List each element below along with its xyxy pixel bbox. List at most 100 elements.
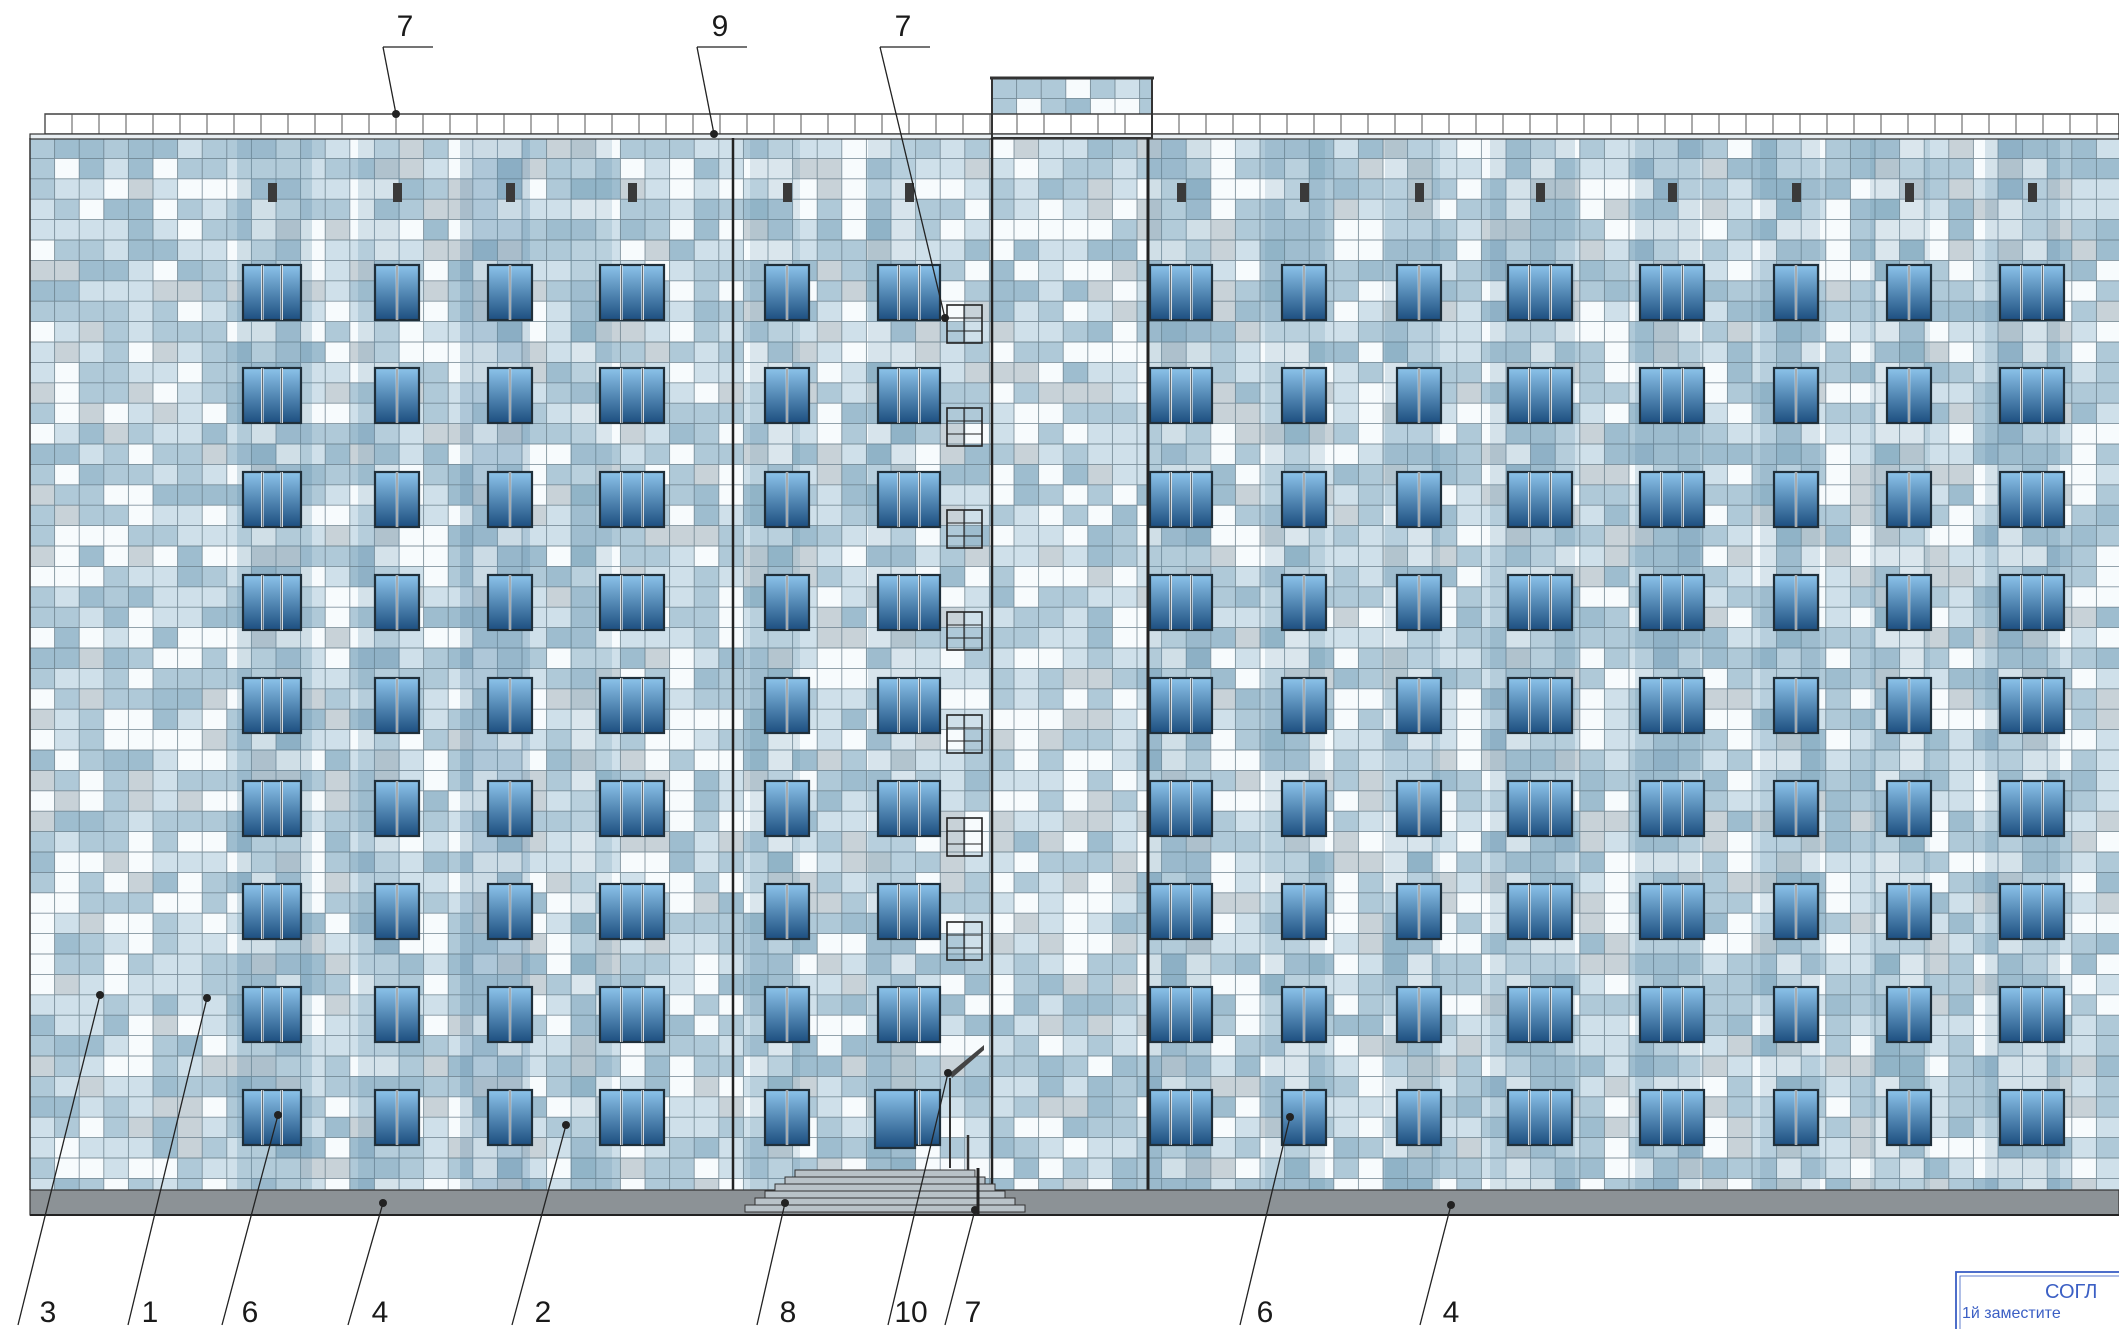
callout-number: 6 (242, 1296, 259, 1329)
callout-ladder-top: 7 (879, 10, 946, 319)
window (486, 470, 534, 529)
window (598, 985, 666, 1044)
callout-canopy: 10 (887, 1072, 949, 1329)
window (876, 985, 942, 1044)
window (598, 470, 666, 529)
callout-roof-edge: 9 (696, 10, 747, 135)
window (1885, 779, 1933, 838)
window (1998, 366, 2066, 425)
callout-number: 2 (535, 1296, 552, 1329)
window (1638, 1088, 1706, 1147)
window (876, 779, 942, 838)
building-structure (29, 76, 2119, 1216)
window (876, 676, 942, 735)
window (1998, 985, 2066, 1044)
vent (268, 183, 277, 202)
window (1638, 573, 1706, 632)
window (1280, 882, 1328, 941)
window (373, 573, 421, 632)
window (241, 263, 303, 322)
window (598, 263, 666, 322)
callout-number: 7 (397, 10, 414, 43)
window (1148, 676, 1214, 735)
window (763, 882, 811, 941)
window (241, 985, 303, 1044)
ladder-rail (946, 817, 983, 857)
window (1885, 470, 1933, 529)
window (1395, 366, 1443, 425)
window (763, 779, 811, 838)
window (486, 676, 534, 735)
callout-number: 7 (895, 10, 912, 43)
facade-details (96, 110, 1455, 1215)
window (1638, 366, 1706, 425)
vent (1536, 183, 1545, 202)
window (1998, 263, 2066, 322)
vent (1300, 183, 1309, 202)
callout-number: 8 (780, 1296, 797, 1329)
window (598, 676, 666, 735)
ladder-rail (946, 407, 983, 447)
window (1998, 779, 2066, 838)
window (1395, 573, 1443, 632)
window (486, 882, 534, 941)
window (1638, 263, 1706, 322)
window (1638, 676, 1706, 735)
window (486, 985, 534, 1044)
window (1280, 779, 1328, 838)
ladder-rail (946, 714, 983, 754)
window (1506, 470, 1574, 529)
callout-number: 9 (712, 10, 729, 43)
window (373, 985, 421, 1044)
window (1280, 366, 1328, 425)
ladder-rail (946, 304, 983, 344)
window (1506, 779, 1574, 838)
window (1280, 470, 1328, 529)
callout-tile-white: 1 (127, 997, 208, 1329)
window (373, 470, 421, 529)
window (598, 366, 666, 425)
window (1395, 676, 1443, 735)
windows (241, 183, 2066, 1147)
window (241, 882, 303, 941)
vent (783, 183, 792, 202)
callout-window-left: 6 (221, 1114, 279, 1329)
window (1280, 985, 1328, 1044)
window (1148, 470, 1214, 529)
window (1280, 263, 1328, 322)
callout-stairs: 8 (756, 1202, 797, 1329)
window (1638, 985, 1706, 1044)
window (598, 882, 666, 941)
window (1506, 1088, 1574, 1147)
window (876, 263, 942, 322)
window (1772, 573, 1820, 632)
entrance-door (873, 1088, 917, 1150)
window (241, 366, 303, 425)
window (763, 676, 811, 735)
window (876, 470, 942, 529)
window (241, 676, 303, 735)
callout-railing: 7 (944, 1209, 982, 1329)
vent (393, 183, 402, 202)
window (486, 1088, 534, 1147)
window (1885, 573, 1933, 632)
window (373, 1088, 421, 1147)
callout-number: 7 (965, 1296, 982, 1329)
window (486, 263, 534, 322)
callout-number: 10 (894, 1296, 927, 1329)
window (876, 366, 942, 425)
window (1772, 676, 1820, 735)
window (598, 573, 666, 632)
window (1638, 779, 1706, 838)
window (1885, 366, 1933, 425)
callout-tile-blue: 2 (511, 1124, 567, 1329)
vent (1177, 183, 1186, 202)
window (1772, 1088, 1820, 1147)
window (763, 263, 811, 322)
window (1885, 1088, 1933, 1147)
window (1885, 263, 1933, 322)
vent (1415, 183, 1424, 202)
window (241, 573, 303, 632)
window (1395, 882, 1443, 941)
